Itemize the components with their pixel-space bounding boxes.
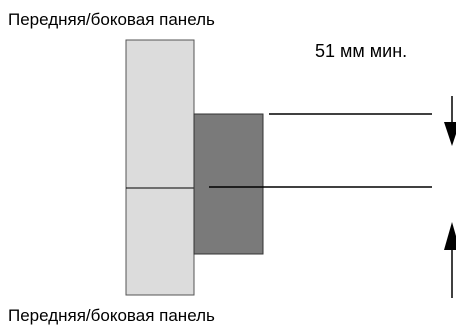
- down-arrow-head: [444, 122, 456, 146]
- front-side-panel: [125, 39, 195, 296]
- mounted-device-block: [193, 113, 264, 255]
- bottom-panel-label: Передняя/боковая панель: [8, 306, 215, 325]
- clearance-dimension-label: 51 мм мин.: [315, 41, 408, 61]
- top-panel-label: Передняя/боковая панель: [8, 10, 215, 29]
- up-arrow-head: [444, 222, 456, 250]
